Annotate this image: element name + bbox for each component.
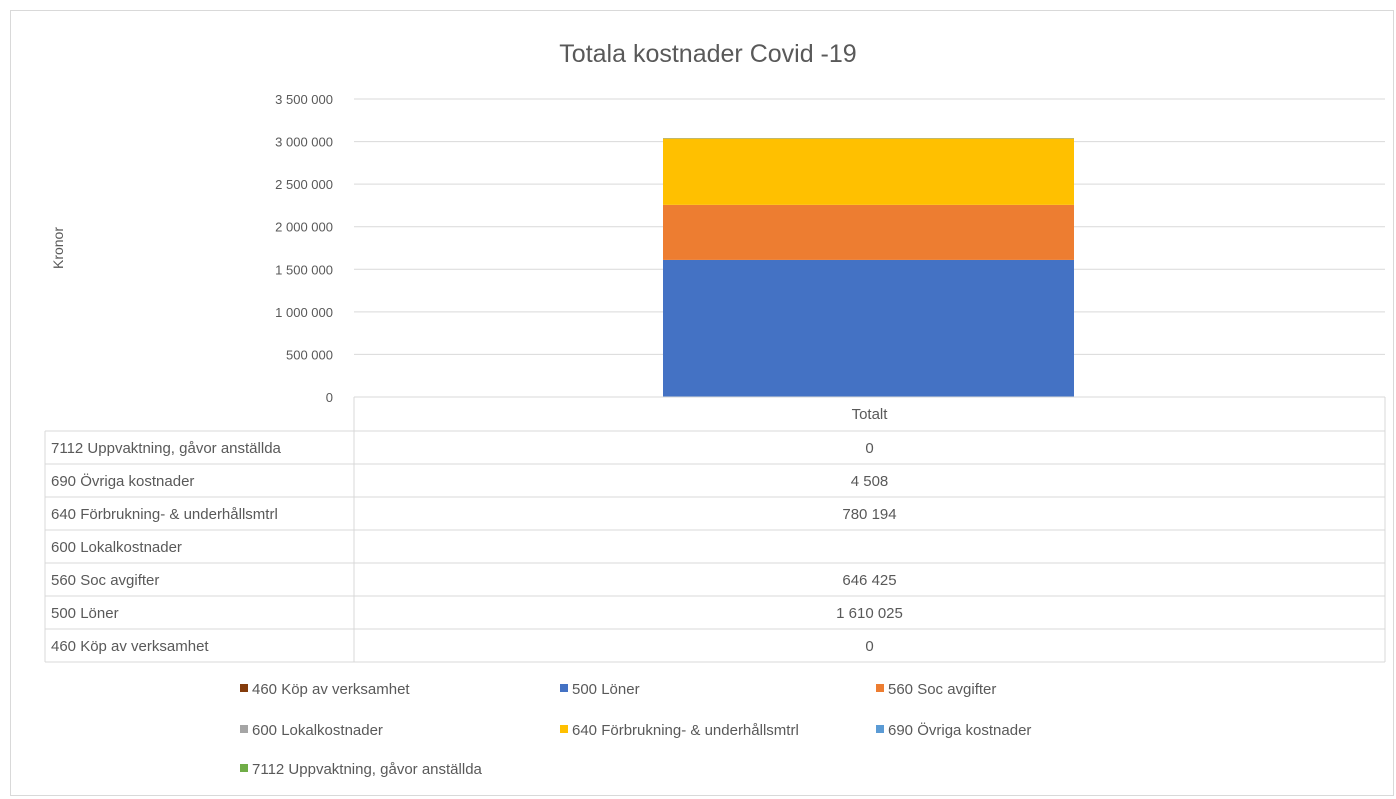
legend-swatch	[240, 725, 248, 733]
legend-swatch	[560, 684, 568, 692]
legend-entry: 500 Löner	[572, 681, 640, 698]
legend-entry: 600 Lokalkostnader	[252, 722, 383, 739]
legend-entry: 690 Övriga kostnader	[888, 721, 1031, 739]
y-tick-label: 3 000 000	[275, 135, 333, 150]
table-row-label: 640 Förbrukning- & underhållsmtrl	[51, 506, 278, 523]
table-value: 1 610 025	[836, 605, 903, 622]
legend-swatch	[240, 764, 248, 772]
table-row-label: 560 Soc avgifter	[51, 572, 159, 589]
y-tick-label: 0	[326, 390, 333, 405]
bar-segment	[663, 138, 1074, 205]
legend-entry: 7112 Uppvaktning, gåvor anställda	[252, 761, 483, 778]
table-value: 0	[865, 638, 873, 655]
legend-entry: 640 Förbrukning- & underhållsmtrl	[572, 722, 799, 739]
legend-entry: 460 Köp av verksamhet	[252, 681, 410, 698]
table-row-label: 460 Köp av verksamhet	[51, 638, 209, 655]
table-value: 646 425	[842, 572, 896, 589]
bar-segment	[663, 259, 1074, 397]
legend-swatch	[560, 725, 568, 733]
bar-segment	[663, 204, 1074, 260]
legend-entry: 560 Soc avgifter	[888, 681, 996, 698]
table-value: 780 194	[842, 506, 896, 523]
y-tick-label: 1 000 000	[275, 305, 333, 320]
y-tick-label: 1 500 000	[275, 262, 333, 277]
chart-title: Totala kostnader Covid -19	[559, 40, 856, 68]
table-row-label: 600 Lokalkostnader	[51, 539, 182, 556]
y-axis-label: Kronor	[50, 227, 66, 269]
table-value: 0	[865, 440, 873, 457]
chart-frame	[10, 10, 1394, 796]
table-row-label: 500 Löner	[51, 605, 119, 622]
y-tick-label: 2 000 000	[275, 220, 333, 235]
table-value: 4 508	[851, 473, 889, 490]
table-row-label: 690 Övriga kostnader	[51, 472, 194, 490]
legend-swatch	[240, 684, 248, 692]
y-tick-label: 3 500 000	[275, 92, 333, 107]
legend-swatch	[876, 725, 884, 733]
legend-swatch	[876, 684, 884, 692]
y-tick-label: 500 000	[286, 347, 333, 362]
table-row-label: 7112 Uppvaktning, gåvor anställda	[51, 440, 282, 457]
x-tick-label: Totalt	[852, 406, 889, 423]
y-tick-label: 2 500 000	[275, 177, 333, 192]
